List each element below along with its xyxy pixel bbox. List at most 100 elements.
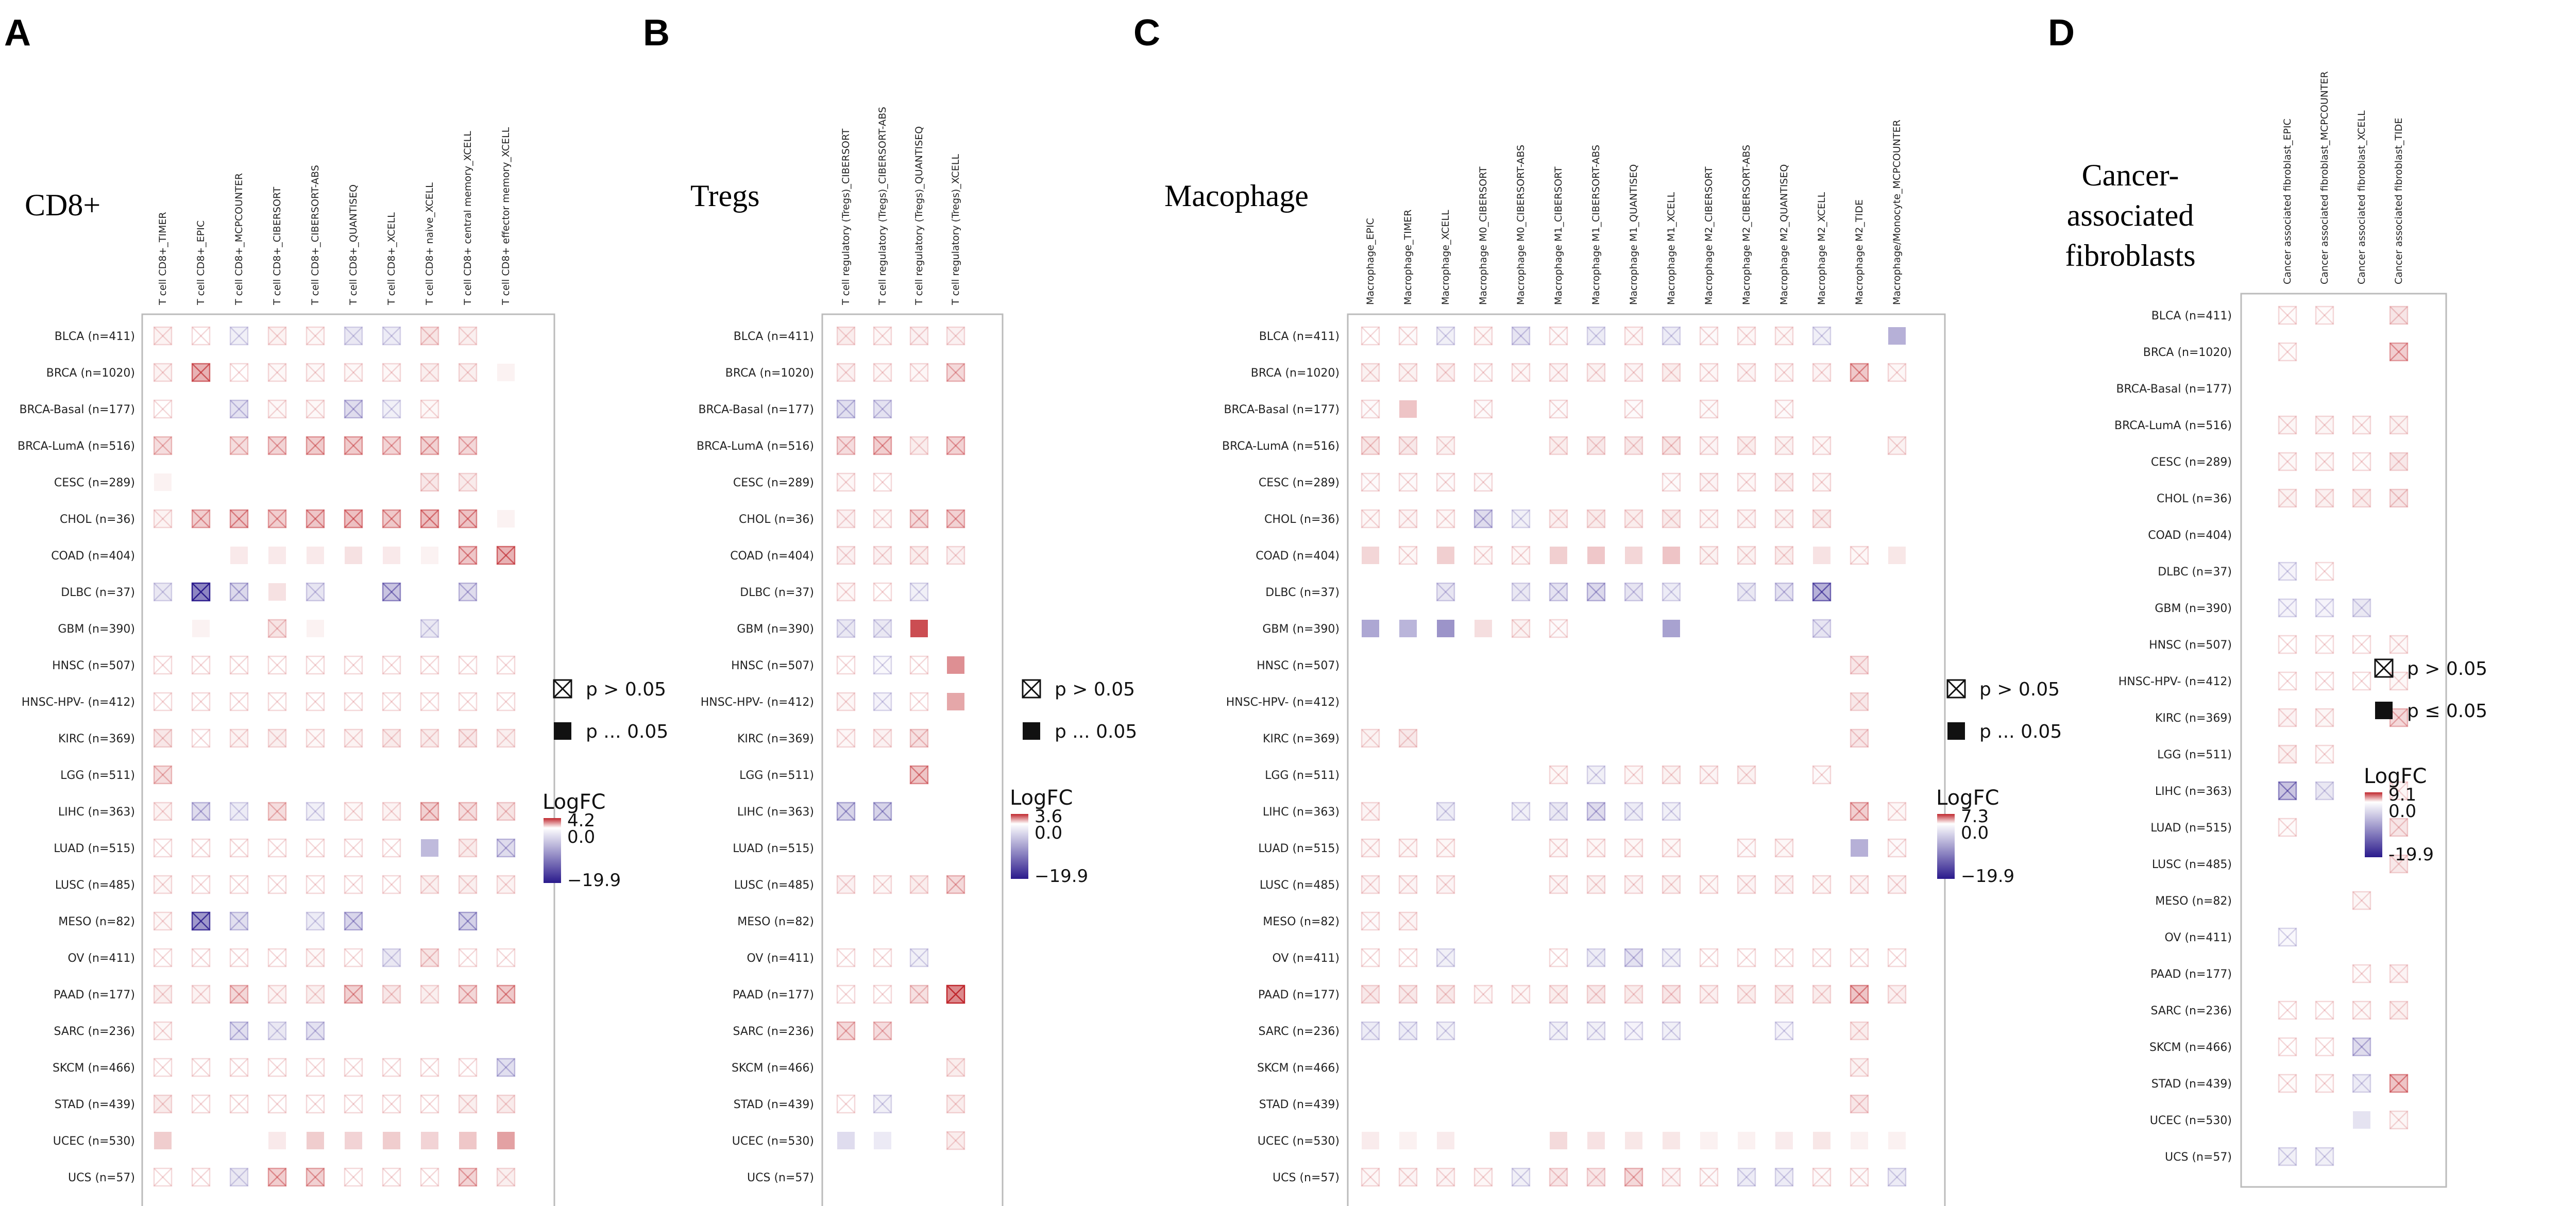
heatmap-cell-cross [2389,416,2408,434]
row-label: LIHC (n=363) [737,806,814,819]
heatmap-cell [154,876,172,893]
column-label: T cell CD8+_MCPCOUNTER [233,173,245,305]
heatmap-cell-cross [873,875,892,894]
heatmap-cell-cross [230,875,248,894]
heatmap-cell-outline [873,728,892,748]
heatmap-cell [268,400,286,418]
heatmap-cell [2279,307,2296,324]
heatmap-cell [1851,949,1868,966]
row-label: LUAD (n=515) [54,842,135,855]
heatmap-cell [307,839,324,857]
heatmap-cell-cross [837,583,855,601]
heatmap-cell-cross [1850,1095,1869,1113]
heatmap-cell [154,510,172,528]
heatmap-cell-outline [344,1167,363,1187]
heatmap-cell-outline [1511,363,1531,382]
heatmap-cell-cross [1474,400,1493,418]
heatmap-cell-cross [837,948,855,967]
heatmap-cell-cross [344,839,363,857]
heatmap-cell [459,1095,477,1113]
color-scale-min: −19.9 [567,870,621,891]
heatmap-cell-cross [382,875,401,894]
heatmap-cell [1813,327,1831,345]
heatmap-cell-cross [1624,1022,1643,1040]
heatmap-cell-cross [1850,875,1869,894]
heatmap-cell [1700,437,1718,454]
heatmap-cell-cross [1662,473,1681,491]
heatmap-cell [459,876,477,893]
heatmap-cell [1437,364,1454,381]
heatmap-cell-cross [2352,964,2371,983]
heatmap-cell-cross [306,948,325,967]
heatmap-cell-outline [1850,363,1869,382]
heatmap-cell-cross [1812,363,1831,382]
heatmap-cell-cross [837,546,855,565]
heatmap-cell-cross [1662,436,1681,455]
heatmap-cell-outline [909,363,929,382]
heatmap-cell-outline [1361,984,1380,1004]
heatmap-cell-outline [1361,1021,1380,1041]
heatmap-cell [1625,949,1642,966]
heatmap-cell-cross [1399,729,1417,748]
heatmap-cell-cross [1775,583,1793,601]
heatmap-cell-cross [192,912,210,930]
heatmap-cell-cross [1737,583,1756,601]
heatmap-cell-outline [420,875,439,894]
heatmap-cell-cross [230,692,248,711]
heatmap-cell-cross [1888,875,1906,894]
heatmap-cell [421,839,438,857]
heatmap-cell-outline [1699,765,1719,785]
heatmap-cell-cross [2315,599,2334,617]
heatmap-cell [1663,803,1680,820]
heatmap-cell-cross [1624,509,1643,528]
heatmap-cell-outline [1624,436,1643,455]
heatmap-cell-cross [1775,509,1793,528]
heatmap-cell-cross [2352,1038,2371,1056]
heatmap-cell-cross [1361,729,1380,748]
row-label: KIRC (n=369) [1263,733,1340,745]
heatmap-cell-cross [946,1095,965,1113]
heatmap-cell [459,437,477,454]
heatmap-cell-outline [1549,436,1568,455]
heatmap-cell-outline [1737,948,1756,967]
heatmap-cell [1437,1132,1454,1149]
heatmap-cell-cross [1888,948,1906,967]
heatmap-cell-cross [1662,436,1681,455]
heatmap-cell-cross [873,1095,892,1113]
heatmap-cell-outline [344,802,363,821]
heatmap-cell [837,986,855,1003]
color-scale-min: −19.9 [1035,866,1088,887]
heatmap-cell-outline [1624,363,1643,382]
heatmap-cell-outline [1586,1021,1606,1041]
heatmap-cell-cross [2389,1074,2408,1093]
heatmap-cell [1587,583,1605,601]
heatmap-cell [1399,620,1417,637]
heatmap-cell-cross [1436,473,1455,491]
heatmap-cell [1550,986,1567,1003]
heatmap-cell [1362,473,1379,491]
heatmap-cell-cross [2278,708,2297,727]
heatmap-cell [459,364,477,381]
heatmap-cell-outline [2278,635,2297,654]
heatmap-cell-cross [873,436,892,455]
heatmap-cell-cross [946,546,965,565]
heatmap-cell [1888,986,1906,1003]
heatmap-cell-cross [268,327,286,345]
heatmap-cell [1775,583,1793,601]
heatmap-cell-outline [2389,452,2409,471]
heatmap-cell-cross [420,985,439,1004]
heatmap-cell-cross [382,1095,401,1113]
heatmap-cell-outline [1361,326,1380,346]
heatmap-cell-cross [306,1022,325,1040]
heatmap-cell [1399,400,1417,418]
heatmap-cell-cross [420,400,439,418]
heatmap-cell [1512,327,1530,345]
heatmap-cell-cross [873,985,892,1004]
heatmap-cell-cross [1700,875,1718,894]
heatmap-cell-cross [420,1095,439,1113]
heatmap-cell-outline [306,838,325,858]
heatmap-cell-cross [1587,875,1605,894]
heatmap-cell-outline [1473,399,1493,419]
heatmap-cell-cross [268,400,286,418]
heatmap-cell [154,583,172,601]
